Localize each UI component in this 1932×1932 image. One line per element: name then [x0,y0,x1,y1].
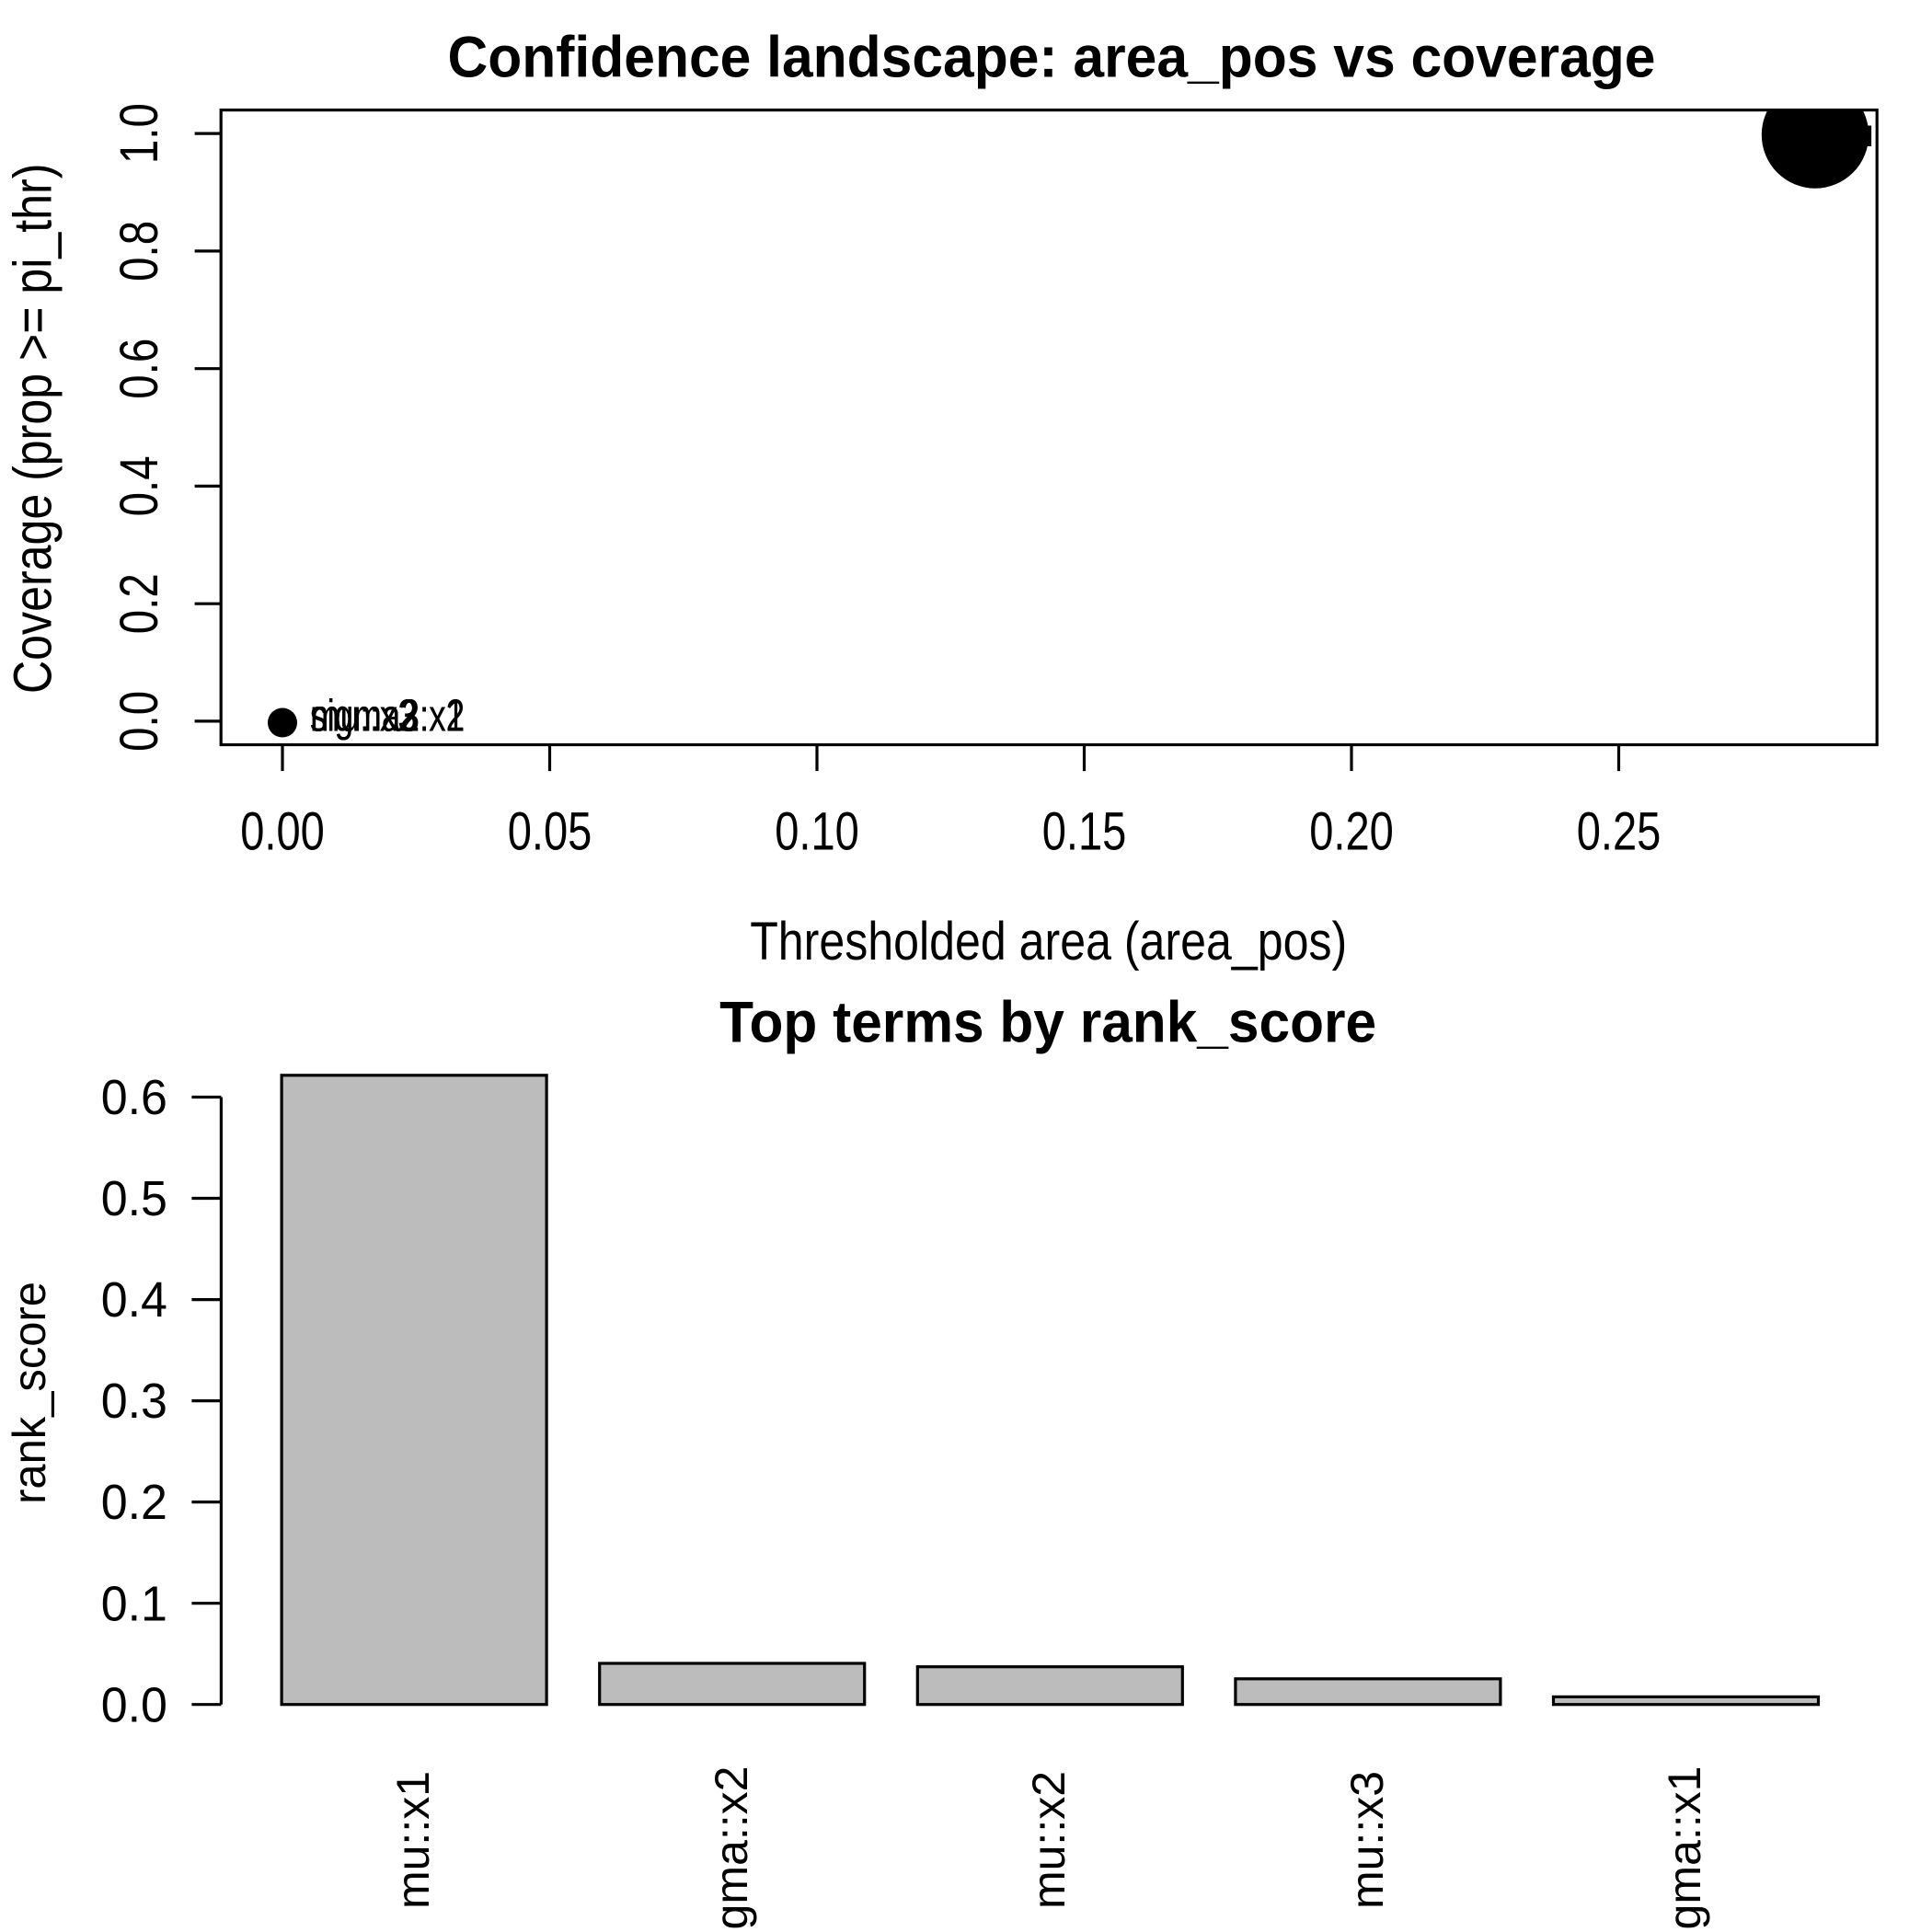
svg-text:0.5: 0.5 [101,1171,167,1226]
svg-text:mu::x3: mu::x3 [1341,1771,1393,1909]
svg-text:Top terms by rank_score: Top terms by rank_score [719,991,1376,1055]
svg-text:0.0: 0.0 [109,691,169,752]
svg-text:mu::x3: mu::x3 [310,692,418,742]
svg-text:0.20: 0.20 [1309,802,1394,862]
svg-text:Coverage (prop >= pi_thr): Coverage (prop >= pi_thr) [3,164,63,694]
svg-text:Confidence landscape: area_pos: Confidence landscape: area_pos vs covera… [448,25,1656,89]
svg-text:0.0: 0.0 [101,1677,167,1732]
svg-text:rank_score: rank_score [4,1282,55,1504]
svg-text:gma::x2: gma::x2 [706,1766,757,1930]
svg-text:sigma3:x2: sigma3:x2 [310,692,465,742]
svg-text:0.1: 0.1 [101,1576,167,1631]
svg-text:0.6: 0.6 [101,1070,167,1125]
svg-text:0.2: 0.2 [101,1475,167,1530]
svg-text:1.0: 1.0 [109,103,169,164]
svg-text:0.8: 0.8 [109,221,169,282]
svg-text:gma::x1: gma::x1 [1659,1766,1710,1930]
svg-text:sigma2:x2: sigma2:x2 [310,692,465,742]
svg-text:mu::x2: mu::x2 [310,692,418,742]
svg-text:mu::x2: mu::x2 [1023,1771,1075,1909]
svg-text:Thresholded area (area_pos): Thresholded area (area_pos) [750,912,1347,972]
svg-text:0.25: 0.25 [1577,802,1662,862]
svg-text:0.4: 0.4 [101,1272,167,1328]
svg-text:0.05: 0.05 [508,802,592,862]
svg-text:0.3: 0.3 [101,1374,167,1429]
svg-text:0.6: 0.6 [109,339,169,399]
svg-text:0.4: 0.4 [109,455,169,516]
svg-text:sigma2:x1: sigma2:x1 [310,692,465,742]
svg-text:mu::x1: mu::x1 [387,1771,439,1909]
svg-text:0.15: 0.15 [1042,802,1127,862]
svg-text:0.2: 0.2 [109,573,169,634]
svg-text:0.10: 0.10 [775,802,859,862]
svg-text:0.00: 0.00 [240,802,325,862]
